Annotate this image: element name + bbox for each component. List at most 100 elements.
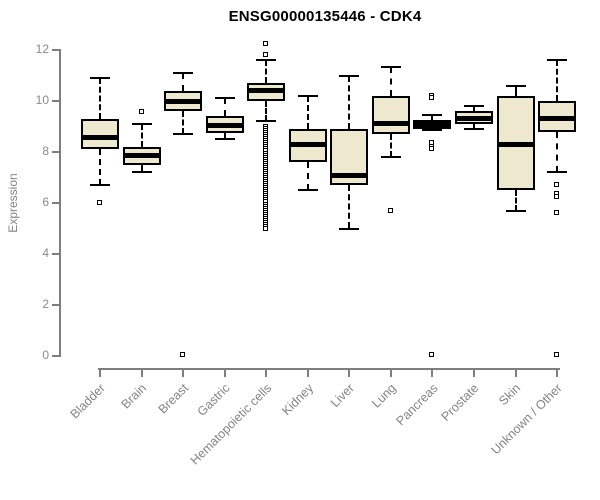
boxplot-whisker-cap-upper — [131, 122, 152, 125]
x-axis-category-label: Brain — [118, 381, 150, 412]
x-axis-category-label: Skin — [496, 381, 524, 409]
boxplot-outlier — [554, 210, 560, 216]
x-tick — [140, 368, 143, 377]
boxplot-whisker-cap-upper — [505, 84, 526, 87]
boxplot-box — [371, 95, 410, 135]
x-tick — [431, 368, 434, 377]
boxplot-whisker-upper — [389, 66, 392, 96]
y-tick-label: 6 — [42, 195, 49, 209]
boxplot-whisker-cap-upper — [380, 65, 401, 68]
boxplot-whisker-cap-upper — [422, 114, 443, 117]
x-axis-category-label: Gastric — [194, 381, 233, 419]
x-tick — [223, 368, 226, 377]
y-tick — [52, 355, 60, 357]
boxplot-whisker-lower — [99, 149, 101, 186]
boxplot-median — [330, 172, 369, 178]
x-tick — [389, 368, 392, 377]
boxplot-whisker-lower — [182, 111, 185, 135]
boxplot-median — [247, 87, 286, 93]
x-tick — [472, 368, 475, 377]
y-tick-label: 8 — [42, 144, 49, 158]
boxplot-whisker-cap-lower — [505, 209, 526, 212]
boxplot-whisker-lower — [265, 101, 268, 122]
boxplot-whisker-cap-upper — [256, 59, 277, 62]
boxplot-whisker-cap-lower — [90, 184, 110, 187]
boxplot-whisker-cap-upper — [90, 77, 110, 80]
x-tick — [182, 368, 185, 377]
boxplot-outlier — [263, 52, 269, 58]
boxplot-median — [122, 152, 161, 158]
boxplot-whisker-upper — [182, 72, 185, 91]
boxplot-median — [454, 115, 493, 121]
x-axis-category-label: Lung — [369, 381, 399, 411]
x-tick — [99, 368, 101, 377]
x-axis-category-label: Kidney — [278, 381, 316, 418]
boxplot-whisker-cap-upper — [173, 71, 194, 74]
boxplot-outlier — [429, 146, 435, 152]
boxplot-whisker-upper — [306, 95, 309, 130]
boxplot-whisker-cap-upper — [297, 94, 318, 97]
x-tick — [306, 368, 309, 377]
y-tick-label: 0 — [42, 348, 49, 362]
boxplot-whisker-upper — [265, 60, 268, 84]
y-tick-label: 4 — [42, 246, 49, 260]
y-tick-label: 12 — [35, 42, 49, 56]
boxplot-median — [413, 121, 452, 127]
boxplot-whisker-cap-upper — [339, 74, 360, 77]
x-axis-line — [98, 368, 561, 370]
boxplot-whisker-upper — [514, 85, 517, 96]
boxplot-whisker-upper — [223, 98, 226, 117]
boxplot-whisker-cap-lower — [463, 128, 484, 131]
boxplot-median — [81, 134, 119, 140]
boxplot-whisker-upper — [140, 123, 143, 147]
boxplot-whisker-lower — [472, 123, 475, 130]
boxplot-whisker-cap-lower — [297, 189, 318, 192]
boxplot-whisker-upper — [99, 78, 101, 119]
boxplot-whisker-cap-lower — [214, 138, 235, 141]
y-axis-line — [59, 49, 61, 357]
boxplot-whisker-cap-upper — [214, 97, 235, 100]
boxplot-median — [205, 123, 244, 129]
boxplot-outlier — [97, 200, 102, 205]
boxplot-median — [288, 142, 327, 148]
boxplot-whisker-lower — [389, 134, 392, 158]
boxplot-outlier — [138, 109, 144, 115]
boxplot-whisker-lower — [140, 164, 143, 173]
boxplot-whisker-upper — [472, 106, 475, 112]
y-tick — [52, 253, 60, 255]
boxplot-outlier — [554, 351, 560, 357]
x-axis-category-label: Bladder — [67, 381, 108, 422]
boxplot-whisker-cap-lower — [173, 133, 194, 136]
y-tick — [52, 49, 60, 51]
boxplot-box — [81, 118, 119, 150]
y-tick — [52, 202, 60, 204]
boxplot-whisker-lower — [556, 131, 559, 173]
x-axis-category-label: Breast — [155, 381, 192, 417]
boxplot-whisker-cap-lower — [339, 227, 360, 230]
y-tick — [52, 100, 60, 102]
boxplot-whisker-cap-lower — [256, 120, 277, 123]
boxplot-whisker-cap-upper — [547, 59, 568, 62]
boxplot-outlier — [387, 207, 393, 213]
boxplot-whisker-cap-lower — [547, 171, 568, 174]
x-tick — [348, 368, 351, 377]
boxplot-median — [164, 99, 203, 104]
boxplot-whisker-cap-lower — [380, 156, 401, 159]
boxplot-whisker-cap-upper — [463, 105, 484, 108]
boxplot-median — [371, 120, 410, 126]
x-axis-category-label: Prostate — [439, 381, 482, 424]
boxplot-outlier — [263, 40, 269, 46]
boxplot-whisker-cap-lower — [131, 171, 152, 174]
boxplot-whisker-upper — [431, 115, 434, 121]
boxplot-whisker-lower — [306, 162, 309, 191]
boxplot-whisker-lower — [223, 132, 226, 140]
boxplot-outlier — [429, 95, 435, 101]
x-tick — [556, 368, 559, 377]
boxplot-outlier — [554, 193, 560, 199]
boxplot-outlier — [429, 351, 435, 357]
boxplot-whisker-lower — [348, 185, 351, 229]
x-tick — [514, 368, 517, 377]
y-tick-label: 2 — [42, 297, 49, 311]
boxplot-outlier — [263, 226, 269, 231]
x-axis-category-label: Liver — [328, 381, 358, 411]
